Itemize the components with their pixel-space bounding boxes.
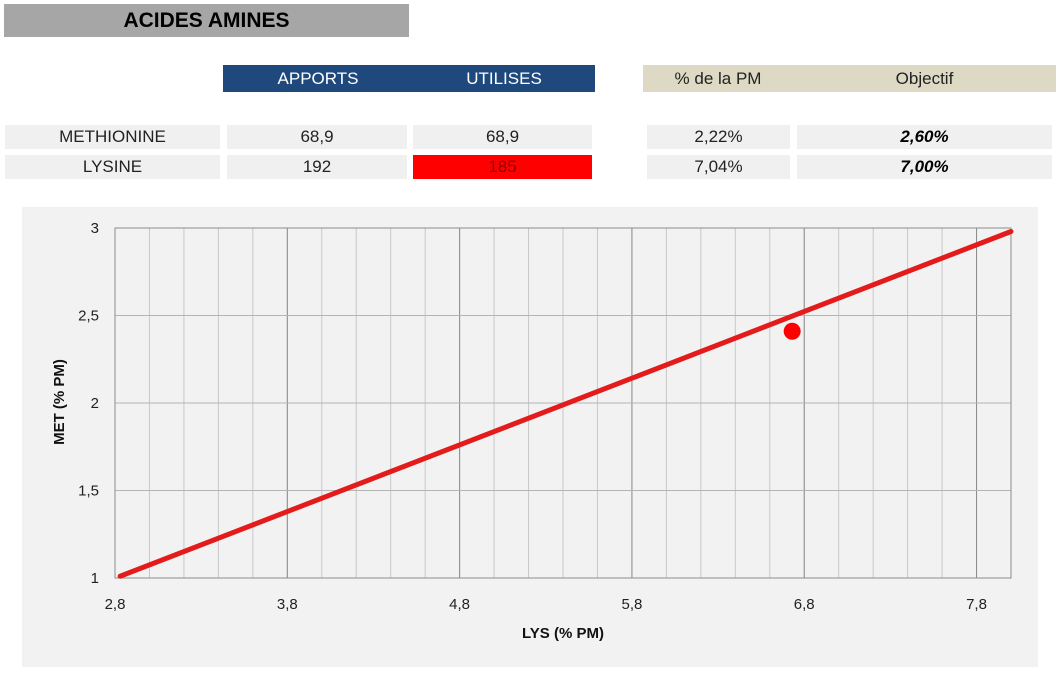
row-methionine-name: METHIONINE	[5, 125, 220, 149]
row-methionine-objectif: 2,60%	[797, 125, 1052, 149]
current-ratio-point	[783, 322, 801, 340]
header-pct-pm: % de la PM	[674, 68, 762, 88]
x-tick-label: 7,8	[966, 596, 987, 613]
row-lysine-pct-pm: 7,04%	[647, 155, 790, 179]
row-lysine-apports: 192	[227, 155, 407, 179]
header-band-blue: APPORTS UTILISES	[223, 65, 595, 92]
target-ratio-line	[117, 229, 1014, 579]
y-tick-label: 2	[91, 395, 99, 412]
x-tick-labels: 2,8 3,8 4,8 5,8 6,8 7,8	[105, 596, 987, 613]
plot-area-frame	[114, 227, 1012, 579]
row-lysine-name: LYSINE	[5, 155, 220, 179]
chart-panel	[22, 207, 1038, 667]
x-tick-label: 2,8	[105, 596, 126, 613]
header-apports: APPORTS	[277, 68, 359, 88]
row-methionine-utilises: 68,9	[413, 125, 592, 149]
header-objectif: Objectif	[895, 68, 954, 88]
y-axis-label: MET (% PM)	[51, 359, 68, 445]
row-methionine-apports: 68,9	[227, 125, 407, 149]
row-methionine-pct-pm: 2,22%	[647, 125, 790, 149]
x-tick-label: 5,8	[621, 596, 642, 613]
x-axis-label: LYS (% PM)	[522, 625, 604, 642]
y-tick-labels: 1 1,5 2 2,5 3	[78, 220, 99, 587]
y-tick-label: 1,5	[78, 483, 99, 500]
y-tick-label: 3	[91, 220, 99, 237]
x-tick-label: 3,8	[277, 596, 298, 613]
header-utilises: UTILISES	[466, 68, 542, 88]
header-band-tan: % de la PM Objectif	[643, 65, 1056, 92]
x-tick-label: 6,8	[794, 596, 815, 613]
section-title: ACIDES AMINES	[4, 4, 409, 37]
row-lysine-utilises: 185	[413, 155, 592, 179]
y-tick-label: 2,5	[78, 308, 99, 325]
x-tick-label: 4,8	[449, 596, 470, 613]
y-tick-label: 1	[91, 570, 99, 587]
row-lysine-objectif: 7,00%	[797, 155, 1052, 179]
series-layer	[117, 229, 1014, 579]
